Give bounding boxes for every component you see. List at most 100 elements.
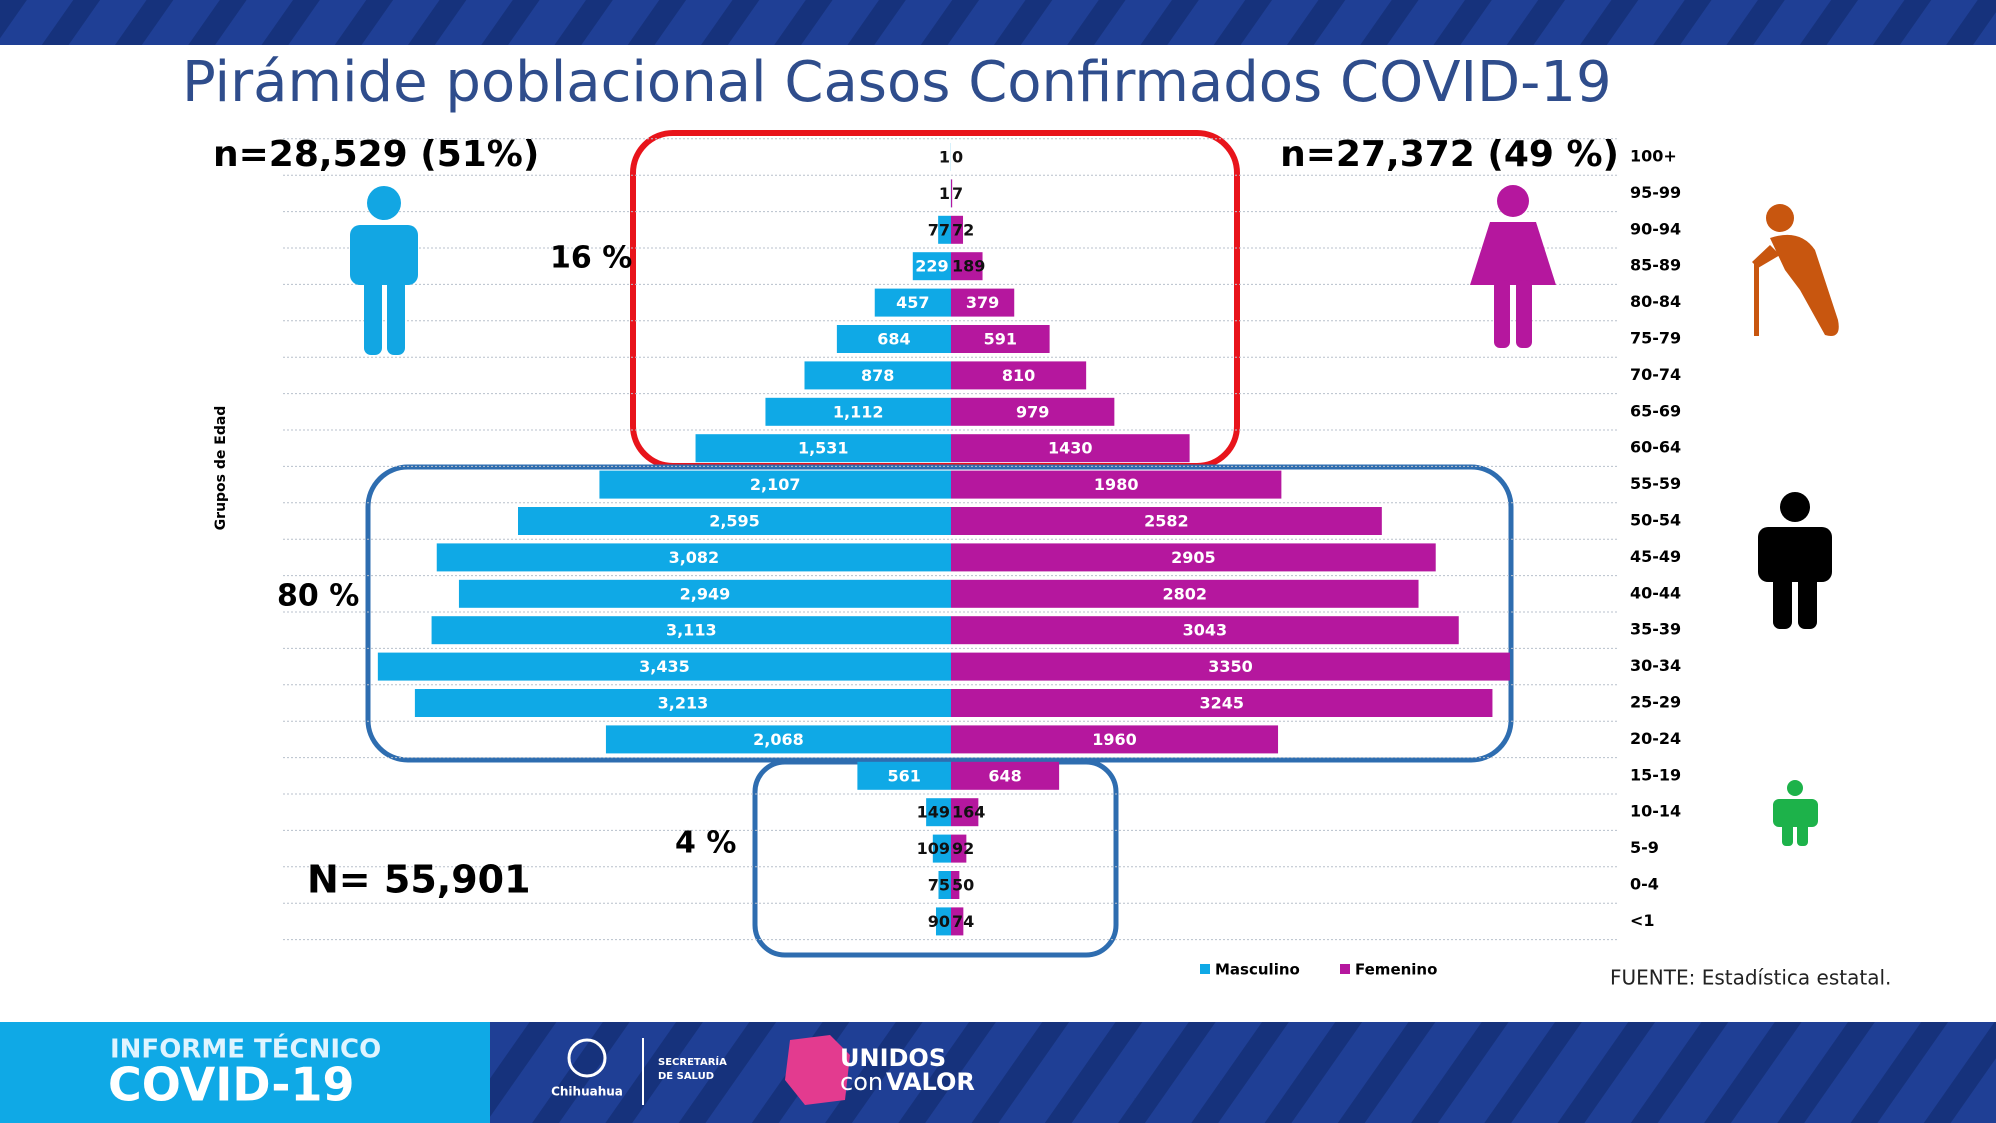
data-label: 50 [952, 876, 974, 895]
data-label: 648 [988, 766, 1021, 785]
bar [926, 798, 951, 827]
bar [932, 834, 951, 863]
plot: 100+ 95-99 90-94 85-89 80-84 75-79 70-74 65-69 6… [283, 138, 1681, 979]
bar [458, 579, 951, 608]
data-label: 75 [928, 876, 950, 895]
data-label: 3,113 [666, 621, 717, 640]
footer-report-box [0, 1022, 490, 1123]
data-label: 77 [928, 220, 950, 239]
bar [951, 798, 979, 827]
legend-swatch [1340, 964, 1350, 974]
bar [951, 325, 1050, 353]
data-label: 90 [928, 912, 950, 931]
bar [836, 325, 951, 353]
data-label: 1,112 [833, 402, 884, 421]
bar [951, 507, 1382, 535]
legend-label: Masculino [1215, 961, 1300, 979]
bar [605, 725, 951, 754]
category-label: 35-39 [1630, 620, 1681, 639]
data-label: 0 [952, 148, 963, 167]
data-label: 7 [952, 184, 963, 203]
bar [874, 288, 951, 317]
data-label: 109 [917, 839, 950, 858]
category-label: 55-59 [1630, 474, 1681, 493]
category-label: 10-14 [1630, 802, 1681, 821]
data-label: 2582 [1144, 512, 1189, 531]
data-label: 684 [877, 330, 910, 349]
bar [951, 652, 1510, 681]
data-label: 810 [1002, 366, 1035, 385]
slogan-map [785, 1035, 850, 1105]
male-icon [350, 186, 418, 355]
older-share: 16 % [550, 241, 632, 276]
adult-share: 80 % [277, 579, 359, 614]
category-label: 50-54 [1630, 511, 1681, 530]
bar [695, 434, 951, 463]
category-label: 85-89 [1630, 256, 1681, 275]
category-label: 70-74 [1630, 365, 1681, 384]
source: FUENTE: Estadística estatal. [1610, 966, 1891, 990]
footer-report-2: COVID-19 [108, 1058, 355, 1112]
data-label: 878 [861, 366, 894, 385]
bar [951, 215, 964, 244]
bar [951, 689, 1493, 717]
bar [518, 507, 951, 535]
footer-slogan-con: con [840, 1068, 883, 1096]
data-label: 2,107 [750, 475, 801, 494]
category-label: 100+ [1630, 147, 1677, 166]
data-label: 1430 [1048, 439, 1093, 458]
bar [951, 179, 953, 208]
data-label: 149 [917, 803, 950, 822]
bar [938, 871, 951, 899]
bar [951, 834, 967, 863]
bar [765, 397, 951, 426]
data-label: 2,068 [753, 730, 804, 749]
data-label: 591 [984, 330, 1017, 349]
data-label: 3,082 [669, 548, 720, 567]
bar [951, 288, 1015, 317]
legend-label: Femenino [1355, 961, 1437, 979]
bar [951, 434, 1190, 463]
bar [804, 361, 951, 390]
data-label: 379 [966, 293, 999, 312]
chart-title: Pirámide poblacional Casos Confirmados C… [182, 50, 1612, 115]
footer-agency-1: SECRETARÍA [658, 1055, 727, 1068]
data-label: 74 [952, 912, 974, 931]
footer-state: Chihuahua [551, 1085, 623, 1099]
category-label: 45-49 [1630, 547, 1681, 566]
footer-slogan-valor: VALOR [886, 1068, 975, 1096]
category-label: 25-29 [1630, 693, 1681, 712]
elderly-icon [1752, 204, 1839, 336]
data-label: 1 [939, 184, 950, 203]
bar [951, 871, 960, 899]
category-label: 15-19 [1630, 765, 1681, 784]
bar [599, 470, 951, 499]
data-label: 3,435 [639, 657, 690, 676]
bar [951, 616, 1459, 645]
bar [857, 761, 951, 790]
adult-icon [1758, 492, 1832, 629]
female-icon [1470, 185, 1556, 348]
category-label: 30-34 [1630, 656, 1681, 675]
data-label: 2905 [1171, 548, 1216, 567]
category-label: 75-79 [1630, 329, 1681, 348]
bar [951, 543, 1436, 572]
data-label: 3,213 [658, 694, 709, 713]
category-label: 65-69 [1630, 401, 1681, 420]
bar [377, 652, 951, 681]
category-label: 90-94 [1630, 219, 1681, 238]
category-label: 5-9 [1630, 838, 1659, 857]
data-label: 92 [952, 839, 974, 858]
data-label: 164 [952, 803, 985, 822]
female-total: n=27,372 (49 %) [1280, 134, 1619, 175]
data-label: 979 [1016, 402, 1049, 421]
male-total: n=28,529 (51%) [213, 134, 539, 175]
category-label: 20-24 [1630, 729, 1681, 748]
bar [414, 689, 951, 717]
bar [951, 252, 983, 281]
data-label: 3245 [1199, 694, 1244, 713]
category-label: 95-99 [1630, 183, 1681, 202]
category-label: 60-64 [1630, 438, 1681, 457]
